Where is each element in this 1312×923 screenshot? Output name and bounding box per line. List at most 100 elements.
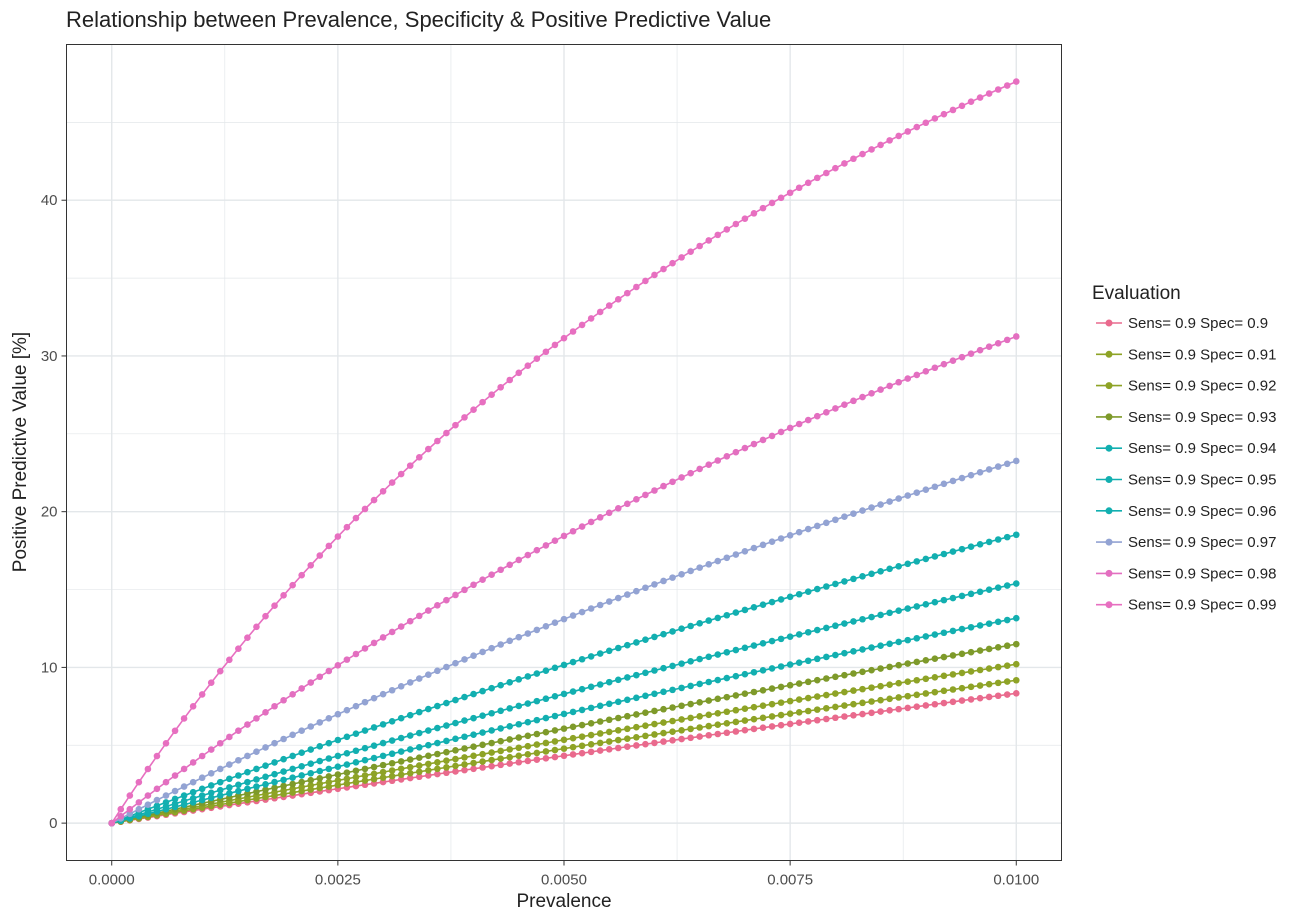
- data-point: [171, 727, 179, 735]
- data-point: [859, 668, 866, 676]
- data-point: [452, 659, 459, 667]
- data-point: [696, 655, 703, 663]
- data-point: [461, 745, 468, 752]
- data-point: [406, 763, 414, 771]
- data-point: [533, 716, 541, 724]
- data-point: [461, 586, 468, 594]
- data-point: [614, 644, 622, 652]
- data-point: [687, 725, 694, 733]
- data-point: [280, 776, 287, 784]
- legend-key-point: [1105, 319, 1113, 327]
- data-point: [913, 676, 921, 684]
- data-point: [551, 746, 559, 754]
- x-tick-label: 0.0000: [89, 872, 135, 889]
- data-point: [976, 647, 984, 654]
- data-point: [207, 679, 215, 687]
- data-point: [642, 692, 649, 700]
- legend-label: Sens= 0.9 Spec= 0.97: [1128, 534, 1276, 551]
- data-point: [162, 792, 170, 799]
- data-point: [388, 772, 396, 780]
- data-point: [443, 748, 450, 756]
- data-point: [859, 710, 866, 718]
- data-point: [669, 259, 676, 267]
- legend-label: Sens= 0.9 Spec= 0.92: [1128, 378, 1276, 395]
- data-point: [985, 90, 993, 97]
- data-point: [904, 636, 912, 644]
- data-point: [596, 514, 604, 521]
- data-point: [533, 741, 541, 748]
- data-point: [515, 752, 523, 760]
- data-point: [397, 765, 405, 773]
- data-point: [298, 571, 305, 579]
- data-point: [895, 705, 902, 713]
- data-point: [705, 461, 713, 469]
- data-point: [397, 623, 405, 630]
- series-layer: [108, 78, 1020, 827]
- data-point: [750, 210, 758, 217]
- data-point: [868, 146, 875, 153]
- legend-key-point: [1105, 382, 1113, 390]
- data-point: [687, 682, 694, 690]
- data-point: [207, 770, 215, 777]
- y-tick-label: 20: [41, 504, 58, 521]
- data-point: [714, 457, 722, 464]
- data-point: [135, 805, 143, 813]
- y-axis-label: Positive Predictive Value [%]: [10, 332, 31, 572]
- data-point: [298, 783, 305, 791]
- legend-item: Sens= 0.9 Spec= 0.98: [1096, 565, 1276, 582]
- data-point: [524, 718, 532, 726]
- data-point: [406, 746, 414, 753]
- data-point: [768, 199, 776, 207]
- data-point: [180, 765, 188, 773]
- data-point: [298, 727, 305, 734]
- data-point: [533, 626, 541, 634]
- data-point: [533, 749, 541, 757]
- data-point: [804, 707, 812, 715]
- data-point: [813, 585, 821, 593]
- data-point: [642, 722, 649, 729]
- data-point: [506, 678, 514, 686]
- data-point: [967, 683, 975, 691]
- data-point: [967, 543, 975, 551]
- data-point: [994, 536, 1002, 543]
- data-point: [804, 179, 812, 187]
- legend-key-point: [1105, 569, 1113, 577]
- data-point: [1003, 460, 1011, 468]
- data-point: [904, 678, 912, 686]
- data-point: [750, 715, 758, 723]
- data-point: [994, 663, 1002, 671]
- data-point: [126, 810, 134, 818]
- data-point: [542, 755, 550, 762]
- data-point: [786, 697, 794, 705]
- data-point: [524, 362, 532, 370]
- data-point: [551, 753, 559, 761]
- data-point: [244, 778, 251, 786]
- data-point: [596, 681, 604, 688]
- data-point: [642, 636, 649, 643]
- data-point: [967, 350, 975, 357]
- data-point: [587, 653, 595, 660]
- data-point: [506, 637, 514, 645]
- data-point: [298, 772, 305, 779]
- data-point: [985, 680, 993, 688]
- data-point: [397, 470, 405, 478]
- data-point: [325, 778, 333, 786]
- data-point: [551, 619, 559, 626]
- data-point: [578, 523, 586, 530]
- data-point: [515, 734, 523, 741]
- data-point: [280, 755, 287, 763]
- data-point: [289, 731, 296, 739]
- data-point: [795, 659, 803, 666]
- data-point: [750, 440, 758, 448]
- data-point: [651, 581, 658, 588]
- data-point: [434, 739, 441, 747]
- data-point: [524, 751, 532, 758]
- data-point: [759, 640, 767, 647]
- data-point: [506, 753, 514, 761]
- data-point: [370, 763, 378, 771]
- data-point: [379, 761, 387, 769]
- data-point: [1012, 531, 1020, 539]
- data-point: [307, 760, 315, 767]
